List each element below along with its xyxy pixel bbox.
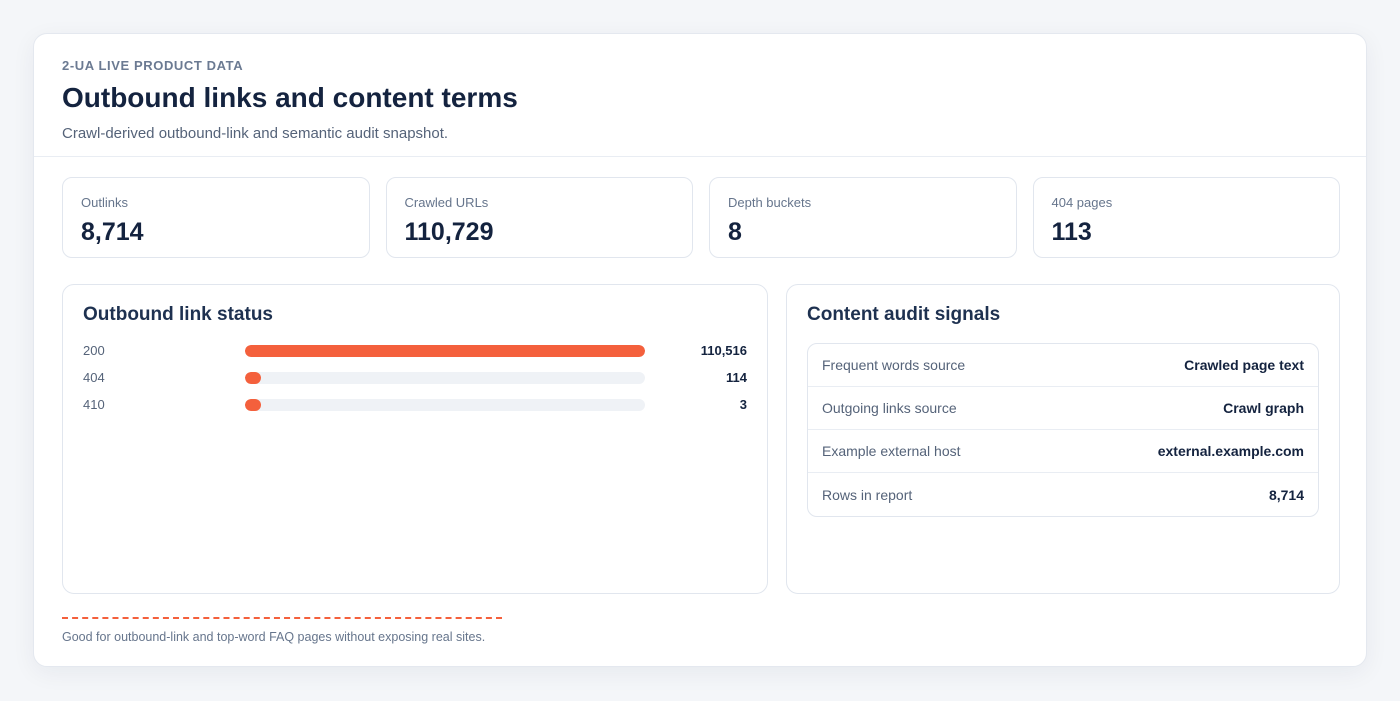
bar-track bbox=[245, 371, 645, 384]
eyebrow-label: 2-UA LIVE PRODUCT DATA bbox=[62, 58, 244, 73]
page-subtitle: Crawl-derived outbound-link and semantic… bbox=[62, 125, 449, 142]
kpi-label: Depth buckets bbox=[728, 195, 812, 210]
kpi-value: 8 bbox=[728, 218, 742, 246]
kpi-label: 404 pages bbox=[1051, 195, 1113, 210]
status-bar-list: 200 110,516 404 114 410 3 bbox=[83, 337, 747, 418]
signals-table: Frequent words source Crawled page text … bbox=[807, 343, 1319, 517]
signal-value: 8,714 bbox=[1268, 486, 1304, 503]
kpi-label: Outlinks bbox=[81, 195, 128, 210]
status-row-410: 410 3 bbox=[83, 391, 747, 418]
signal-row: Example external host external.example.c… bbox=[808, 430, 1318, 473]
kpi-value: 113 bbox=[1051, 218, 1092, 246]
signal-row: Outgoing links source Crawl graph bbox=[808, 387, 1318, 430]
kpi-card-outlinks: Outlinks 8,714 bbox=[62, 177, 370, 258]
status-row-200: 200 110,516 bbox=[83, 337, 747, 364]
kpi-value: 8,714 bbox=[81, 218, 144, 246]
outbound-status-panel: Outbound link status 200 110,516 404 114… bbox=[62, 284, 768, 594]
status-code-label: 410 bbox=[83, 397, 105, 412]
signal-row: Rows in report 8,714 bbox=[808, 473, 1318, 516]
report-header: 2-UA LIVE PRODUCT DATA Outbound links an… bbox=[34, 34, 1366, 157]
signal-value: Crawl graph bbox=[1223, 400, 1304, 416]
bar-fill bbox=[245, 398, 261, 411]
status-code-label: 404 bbox=[83, 370, 105, 385]
bar-track bbox=[245, 344, 645, 357]
status-count: 114 bbox=[726, 370, 747, 385]
report-card: 2-UA LIVE PRODUCT DATA Outbound links an… bbox=[33, 33, 1367, 667]
kpi-card-depth-buckets: Depth buckets 8 bbox=[709, 177, 1017, 258]
signal-key: Frequent words source bbox=[822, 357, 966, 373]
bar-track bbox=[245, 398, 645, 411]
status-count: 3 bbox=[739, 397, 747, 412]
signal-key: Example external host bbox=[822, 443, 961, 459]
signal-row: Frequent words source Crawled page text bbox=[808, 344, 1318, 387]
signal-key: Outgoing links source bbox=[822, 400, 957, 416]
kpi-value: 110,729 bbox=[404, 218, 494, 246]
kpi-card-404-pages: 404 pages 113 bbox=[1032, 177, 1340, 258]
signal-value: external.example.com bbox=[1157, 443, 1304, 459]
footer-note: Good for outbound-link and top-word FAQ … bbox=[62, 630, 486, 644]
status-row-404: 404 114 bbox=[83, 364, 747, 391]
kpi-label: Crawled URLs bbox=[404, 195, 489, 210]
page-title: Outbound links and content terms bbox=[62, 82, 518, 113]
signal-value: Crawled page text bbox=[1184, 357, 1304, 373]
kpi-card-crawled-urls: Crawled URLs 110,729 bbox=[385, 177, 693, 258]
signal-key: Rows in report bbox=[822, 486, 913, 503]
content-signals-panel: Content audit signals Frequent words sou… bbox=[786, 284, 1340, 594]
footer-divider bbox=[62, 617, 502, 619]
status-code-label: 200 bbox=[83, 343, 105, 358]
status-count: 110,516 bbox=[700, 343, 747, 358]
kpi-row: Outlinks 8,714 Crawled URLs 110,729 Dept… bbox=[62, 177, 1340, 258]
panel-title: Outbound link status bbox=[83, 304, 273, 325]
bar-fill bbox=[245, 344, 645, 357]
panel-title: Content audit signals bbox=[807, 304, 1001, 325]
bar-fill bbox=[245, 371, 261, 384]
